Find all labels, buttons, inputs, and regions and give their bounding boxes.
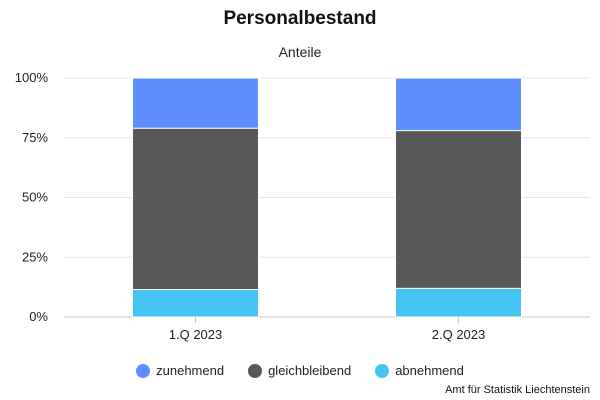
legend-swatch-icon [136, 363, 151, 378]
chart-title: Personalbestand [223, 8, 377, 29]
chart-subtitle: Anteile [278, 44, 322, 60]
legend-label: abnehmend [395, 363, 464, 378]
x-tick-label: 1.Q 2023 [169, 327, 223, 342]
legend-label: zunehmend [156, 363, 225, 378]
bar-segment-zunehmend[interactable] [132, 77, 259, 129]
chart-legend: zunehmend gleichbleibend abnehmend [0, 363, 600, 378]
bar-segment-abnehmend[interactable] [395, 287, 522, 318]
bar-segment-abnehmend[interactable] [132, 289, 259, 318]
y-tick-label: 100% [15, 70, 49, 85]
legend-swatch-icon [375, 363, 390, 378]
bar-segment-zunehmend[interactable] [395, 77, 522, 132]
x-tick-label: 2.Q 2023 [432, 327, 486, 342]
y-tick-label: 50% [22, 190, 48, 205]
y-tick-label: 0% [29, 309, 48, 324]
bar-segment-gleichbleibend[interactable] [395, 130, 522, 289]
legend-item-zunehmend[interactable]: zunehmend [136, 363, 224, 378]
bar-chart: 0% 25% 50% 75% 100% 1.Q 2023 2.Q 2023 [15, 70, 590, 342]
legend-item-gleichbleibend[interactable]: gleichbleibend [248, 363, 351, 378]
y-tick-label: 75% [22, 130, 48, 145]
legend-swatch-icon [248, 363, 263, 378]
legend-label: gleichbleibend [268, 363, 352, 378]
chart-credit: Amt für Statistik Liechtenstein [445, 384, 590, 396]
bar-segment-gleichbleibend[interactable] [132, 127, 259, 291]
y-tick-label: 25% [22, 249, 48, 264]
legend-item-abnehmend[interactable]: abnehmend [375, 363, 464, 378]
